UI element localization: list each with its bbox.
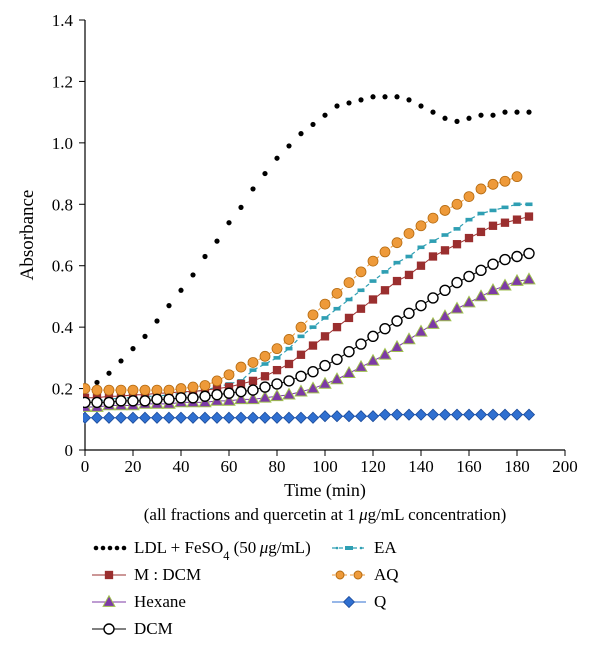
legend-dcm: DCM: [92, 619, 173, 638]
svg-text:1.2: 1.2: [52, 72, 73, 91]
svg-text:Time (min): Time (min): [284, 480, 366, 501]
legend-mdcm: M : DCM: [92, 565, 201, 584]
svg-text:0.2: 0.2: [52, 380, 73, 399]
svg-text:1.4: 1.4: [52, 11, 74, 30]
legend-ldl: LDL + FeSO4 (50 μg/mL): [94, 538, 311, 563]
svg-text:0.6: 0.6: [52, 257, 73, 276]
svg-text:DCM: DCM: [134, 619, 173, 638]
svg-text:100: 100: [312, 457, 338, 476]
svg-text:20: 20: [125, 457, 142, 476]
svg-text:0: 0: [81, 457, 90, 476]
svg-text:Hexane: Hexane: [134, 592, 186, 611]
svg-text:140: 140: [408, 457, 434, 476]
svg-text:120: 120: [360, 457, 386, 476]
svg-text:80: 80: [269, 457, 286, 476]
legend-q: Q: [332, 592, 386, 611]
svg-text:160: 160: [456, 457, 482, 476]
svg-text:AQ: AQ: [374, 565, 399, 584]
legend-ea: EA: [332, 538, 397, 557]
svg-text:Absorbance: Absorbance: [17, 190, 38, 281]
legend-hexane: Hexane: [92, 592, 186, 611]
svg-text:1.0: 1.0: [52, 134, 73, 153]
svg-text:0.4: 0.4: [52, 318, 74, 337]
absorbance-time-chart: 0 20 40 60 80 100 120 140 160 180 200 0 0.2 0.4 0.6 0.8…: [0, 0, 600, 659]
svg-text:LDL + FeSO4 (50 μg/mL): LDL + FeSO4 (50 μg/mL): [134, 538, 311, 563]
svg-text:40: 40: [173, 457, 190, 476]
legend-aq: AQ: [332, 565, 399, 584]
svg-text:Q: Q: [374, 592, 386, 611]
svg-text:0: 0: [65, 441, 74, 460]
svg-text:M : DCM: M : DCM: [134, 565, 201, 584]
svg-text:180: 180: [504, 457, 530, 476]
svg-text:0.8: 0.8: [52, 195, 73, 214]
svg-text:(all fractions and quercetin a: (all fractions and quercetin at 1 μg/mL …: [144, 505, 507, 524]
svg-text:200: 200: [552, 457, 578, 476]
svg-text:60: 60: [221, 457, 238, 476]
svg-text:EA: EA: [374, 538, 397, 557]
